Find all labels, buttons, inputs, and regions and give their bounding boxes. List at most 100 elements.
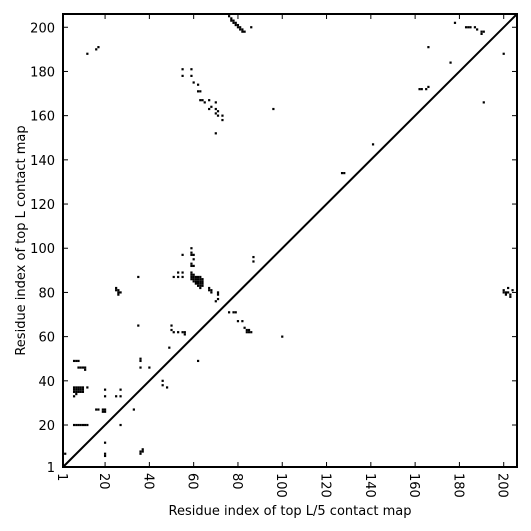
contact-cell xyxy=(201,280,204,283)
contact-cell xyxy=(216,291,220,294)
contact-cell xyxy=(139,357,142,360)
contact-cell xyxy=(247,331,251,334)
contact-cell xyxy=(221,114,224,117)
contact-cell xyxy=(172,275,175,279)
contact-cell xyxy=(190,271,193,274)
contact-cell xyxy=(502,52,505,55)
contact-cell xyxy=(464,26,468,29)
contact-cell xyxy=(161,384,164,387)
contact-cell xyxy=(241,28,244,31)
diagonal-line xyxy=(62,13,518,468)
contact-cell xyxy=(86,386,89,389)
contact-cell xyxy=(103,410,107,413)
contact-cell xyxy=(79,388,82,391)
contact-cell xyxy=(64,452,67,455)
x-tick-label: 100 xyxy=(273,473,288,498)
contact-cell xyxy=(115,289,118,292)
contact-cell xyxy=(119,395,122,398)
contact-cell xyxy=(86,52,89,55)
x-tick-label: 160 xyxy=(406,473,421,498)
contact-cell xyxy=(196,282,200,285)
contact-cell xyxy=(243,30,246,33)
contact-cell xyxy=(103,395,107,398)
contact-cell xyxy=(250,331,253,334)
contact-cell xyxy=(101,410,104,413)
contact-cell xyxy=(245,328,248,332)
contact-cell xyxy=(81,390,85,393)
contact-cell xyxy=(95,48,98,51)
y-tick-label: 1 xyxy=(47,461,55,476)
contact-cell xyxy=(247,328,251,332)
contact-cell xyxy=(183,333,186,336)
contact-cell xyxy=(239,26,242,29)
contact-cell xyxy=(192,81,195,84)
contact-cell xyxy=(210,289,213,292)
contact-cell xyxy=(165,386,169,389)
contact-cell xyxy=(81,386,85,389)
contact-cell xyxy=(192,278,195,281)
x-tick-label: 1 xyxy=(54,473,69,481)
contact-cell xyxy=(194,280,197,283)
contact-cell xyxy=(139,366,142,369)
contact-cell xyxy=(425,88,428,91)
contact-cell xyxy=(137,275,140,279)
contact-cell xyxy=(234,23,237,27)
contact-cell xyxy=(199,280,202,283)
x-axis-ticks: 1 20 40 60 80 100 120 140 160 180 200 xyxy=(54,14,510,498)
contact-cell xyxy=(79,366,82,369)
contact-cell xyxy=(232,19,235,22)
contact-cell xyxy=(196,90,200,93)
contact-cell xyxy=(201,284,204,287)
contact-cell xyxy=(72,359,76,363)
y-tick-label: 160 xyxy=(30,110,55,125)
contact-cell xyxy=(177,331,180,334)
contact-cell xyxy=(72,390,76,393)
contact-cell xyxy=(72,388,76,391)
contact-cell xyxy=(216,293,220,296)
contact-cell xyxy=(473,26,477,29)
contact-cell xyxy=(192,258,195,261)
contact-cell xyxy=(72,395,76,398)
y-tick-label: 60 xyxy=(38,331,55,346)
contact-cell xyxy=(482,30,485,33)
contact-cell xyxy=(210,105,213,108)
contact-cell xyxy=(245,331,248,334)
contact-cell xyxy=(230,19,233,22)
contact-cell xyxy=(418,88,421,91)
contact-cell xyxy=(453,21,457,24)
contact-cell xyxy=(170,328,173,332)
contact-cell xyxy=(72,423,76,427)
contact-cell xyxy=(115,286,118,290)
contact-cell xyxy=(132,408,135,411)
contact-cell xyxy=(504,293,508,296)
contact-cell xyxy=(86,423,89,427)
contact-cell xyxy=(482,101,485,104)
contact-cell xyxy=(190,247,193,250)
contact-cells xyxy=(64,15,514,458)
contact-cell xyxy=(181,271,184,274)
x-tick-label: 40 xyxy=(140,473,155,490)
contact-cell xyxy=(192,264,195,268)
plot-frame xyxy=(62,13,518,468)
contact-cell xyxy=(208,289,211,292)
contact-cell xyxy=(77,366,80,369)
y-tick-label: 140 xyxy=(30,154,55,169)
contact-cell xyxy=(190,253,193,256)
contact-cell xyxy=(234,311,237,314)
contact-cell xyxy=(196,83,200,86)
y-tick-label: 120 xyxy=(30,198,55,213)
y-tick-label: 20 xyxy=(38,419,55,434)
contact-cell xyxy=(190,278,193,281)
contact-cell xyxy=(141,448,144,451)
contact-cell xyxy=(272,107,275,111)
contact-cell xyxy=(234,21,237,24)
contact-cell xyxy=(79,423,82,427)
contact-cell xyxy=(95,408,98,411)
contact-cell xyxy=(199,90,202,93)
contact-cell xyxy=(103,441,107,444)
contact-cell xyxy=(201,282,204,285)
contact-cell xyxy=(77,388,80,391)
contact-cell xyxy=(141,450,144,453)
contact-cell xyxy=(227,311,231,314)
